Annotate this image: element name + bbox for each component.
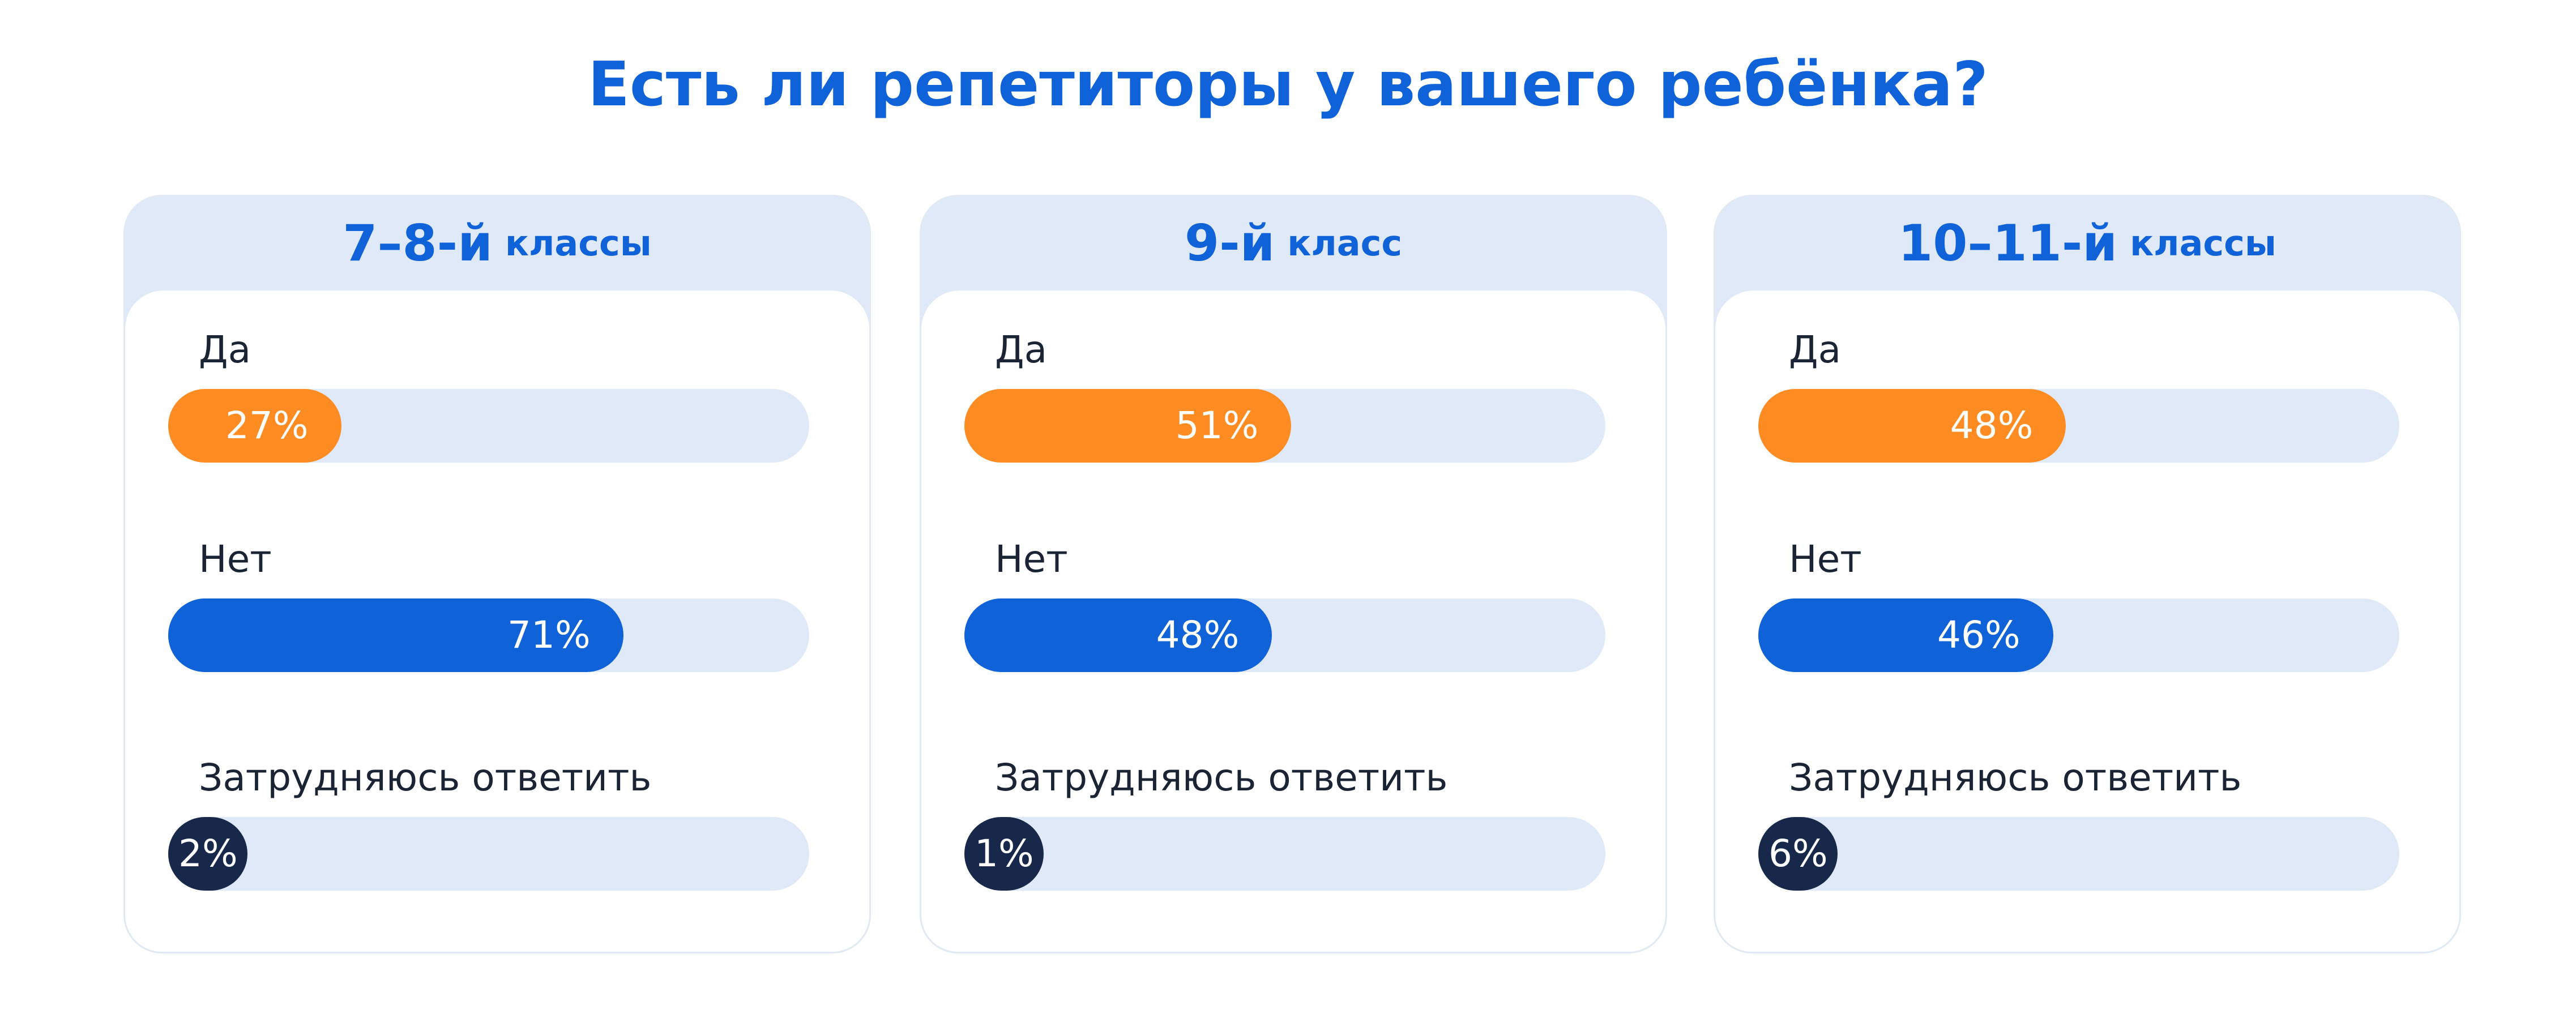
group-word: классы xyxy=(505,223,652,264)
category-label: Затрудняюсь ответить xyxy=(1789,756,2242,799)
row-yes: Да 51% xyxy=(921,324,1665,494)
bar-track: 71% xyxy=(168,598,809,672)
row-yes: Да 48% xyxy=(1715,324,2459,494)
bar-track: 27% xyxy=(168,389,809,463)
bar-fill xyxy=(964,817,1044,891)
bar-track: 48% xyxy=(1758,389,2399,463)
group-number: 9-й xyxy=(1184,214,1275,272)
bar-track: 6% xyxy=(1758,817,2399,891)
panel-grade-9: 9-й класс Да 51% Нет 48% Затрудняюсь отв… xyxy=(920,195,1667,953)
value-label: 48% xyxy=(1950,404,2034,447)
panel-grades-10-11: 10–11-й классы Да 48% Нет 46% Затрудняюс… xyxy=(1714,195,2461,953)
value-label: 48% xyxy=(1156,613,1240,657)
group-number: 10–11-й xyxy=(1898,214,2118,272)
category-label: Нет xyxy=(1789,537,1862,581)
panel-header: 9-й класс xyxy=(921,196,1665,290)
bar-fill xyxy=(168,389,341,463)
panel-header: 7–8-й классы xyxy=(125,196,869,290)
row-unsure: Затрудняюсь ответить 6% xyxy=(1715,752,2459,922)
panel-grades-7-8: 7–8-й классы Да 27% Нет 71% Затрудняюсь … xyxy=(123,195,871,953)
panel-body: Да 48% Нет 46% Затрудняюсь ответить 6% xyxy=(1715,290,2459,952)
category-label: Да xyxy=(995,328,1048,371)
row-unsure: Затрудняюсь ответить 2% xyxy=(125,752,869,922)
panel-header: 10–11-й классы xyxy=(1715,196,2459,290)
row-unsure: Затрудняюсь ответить 1% xyxy=(921,752,1665,922)
row-yes: Да 27% xyxy=(125,324,869,494)
bar-fill xyxy=(168,598,623,672)
value-label: 27% xyxy=(225,404,309,447)
bar-fill xyxy=(1758,598,2053,672)
panel-body: Да 51% Нет 48% Затрудняюсь ответить 1% xyxy=(921,290,1665,952)
bar-fill xyxy=(1758,817,1838,891)
row-no: Нет 71% xyxy=(125,534,869,704)
bar-fill xyxy=(964,598,1272,672)
value-label: 1% xyxy=(975,832,1034,875)
panel-body: Да 27% Нет 71% Затрудняюсь ответить 2% xyxy=(125,290,869,952)
category-label: Да xyxy=(1789,328,1842,371)
category-label: Нет xyxy=(199,537,272,581)
value-label: 71% xyxy=(507,613,591,657)
group-word: класс xyxy=(1287,223,1403,264)
group-word: классы xyxy=(2130,223,2276,264)
bar-track: 1% xyxy=(964,817,1605,891)
category-label: Затрудняюсь ответить xyxy=(199,756,652,799)
row-no: Нет 48% xyxy=(921,534,1665,704)
bar-track: 46% xyxy=(1758,598,2399,672)
bar-fill xyxy=(1758,389,2066,463)
bar-track: 48% xyxy=(964,598,1605,672)
bar-fill xyxy=(168,817,247,891)
category-label: Да xyxy=(199,328,251,371)
bar-track: 2% xyxy=(168,817,809,891)
bar-track: 51% xyxy=(964,389,1605,463)
value-label: 51% xyxy=(1175,404,1259,447)
category-label: Нет xyxy=(995,537,1068,581)
category-label: Затрудняюсь ответить xyxy=(995,756,1448,799)
row-no: Нет 46% xyxy=(1715,534,2459,704)
value-label: 46% xyxy=(1937,613,2020,657)
bar-fill xyxy=(964,389,1292,463)
value-label: 2% xyxy=(178,832,238,875)
group-number: 7–8-й xyxy=(343,214,493,272)
page-title: Есть ли репетиторы у вашего ребёнка? xyxy=(588,49,1988,120)
value-label: 6% xyxy=(1768,832,1828,875)
